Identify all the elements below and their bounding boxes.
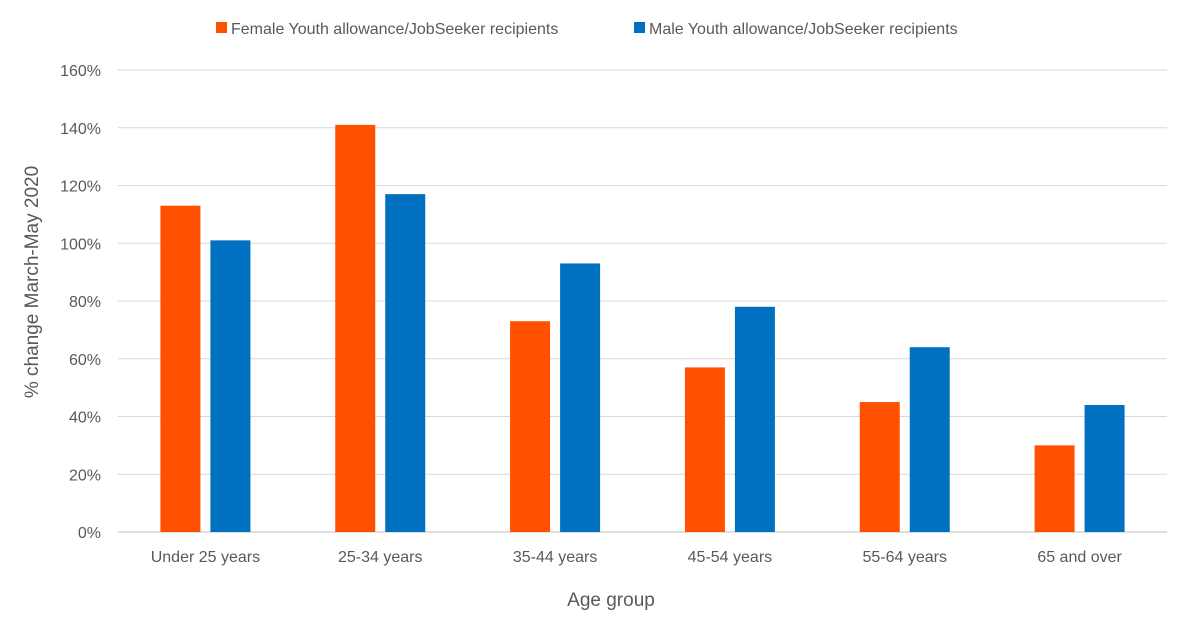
x-tick-label: 25-34 years bbox=[338, 549, 423, 566]
y-tick-label: 80% bbox=[69, 294, 101, 311]
y-axis-title: % change March-May 2020 bbox=[22, 166, 43, 398]
x-axis-ticks: Under 25 years 25-34 years 35-44 years 45-5… bbox=[151, 549, 1123, 566]
bar-female bbox=[859, 402, 900, 532]
y-tick-label: 60% bbox=[69, 352, 101, 369]
x-tick-label: 45-54 years bbox=[688, 549, 773, 566]
bar-female bbox=[335, 124, 376, 533]
y-tick-label: 160% bbox=[60, 63, 101, 80]
x-tick-label: Under 25 years bbox=[151, 549, 260, 566]
legend-label-male: Male Youth allowance/JobSeeker recipient… bbox=[649, 21, 958, 38]
bar-male bbox=[1084, 404, 1125, 532]
y-tick-label: 140% bbox=[60, 121, 101, 138]
bar-male bbox=[560, 263, 601, 532]
legend-label-female: Female Youth allowance/JobSeeker recipie… bbox=[231, 21, 558, 38]
bar-female bbox=[1034, 445, 1075, 532]
x-axis-title: Age group bbox=[567, 590, 655, 611]
bars bbox=[160, 124, 1125, 533]
bar-female bbox=[684, 367, 725, 532]
bar-female bbox=[510, 321, 551, 532]
y-tick-label: 40% bbox=[69, 410, 101, 427]
bar-male bbox=[909, 347, 950, 532]
legend-swatch-male bbox=[634, 22, 645, 33]
bar-male bbox=[210, 240, 251, 533]
y-tick-label: 0% bbox=[78, 525, 101, 542]
y-tick-label: 20% bbox=[69, 467, 101, 484]
legend: Female Youth allowance/JobSeeker recipie… bbox=[216, 21, 958, 38]
x-tick-label: 55-64 years bbox=[863, 549, 948, 566]
y-tick-label: 120% bbox=[60, 179, 101, 196]
legend-swatch-female bbox=[216, 22, 227, 33]
x-tick-label: 35-44 years bbox=[513, 549, 598, 566]
gridlines bbox=[118, 69, 1167, 533]
x-tick-label: 65 and over bbox=[1037, 549, 1122, 566]
bar-female bbox=[160, 205, 201, 532]
y-axis-ticks: 0% 20% 40% 60% 80% 100% 120% 140% 160% bbox=[60, 63, 101, 542]
y-tick-label: 100% bbox=[60, 236, 101, 253]
bar-male bbox=[734, 306, 775, 532]
bar-male bbox=[385, 194, 426, 532]
